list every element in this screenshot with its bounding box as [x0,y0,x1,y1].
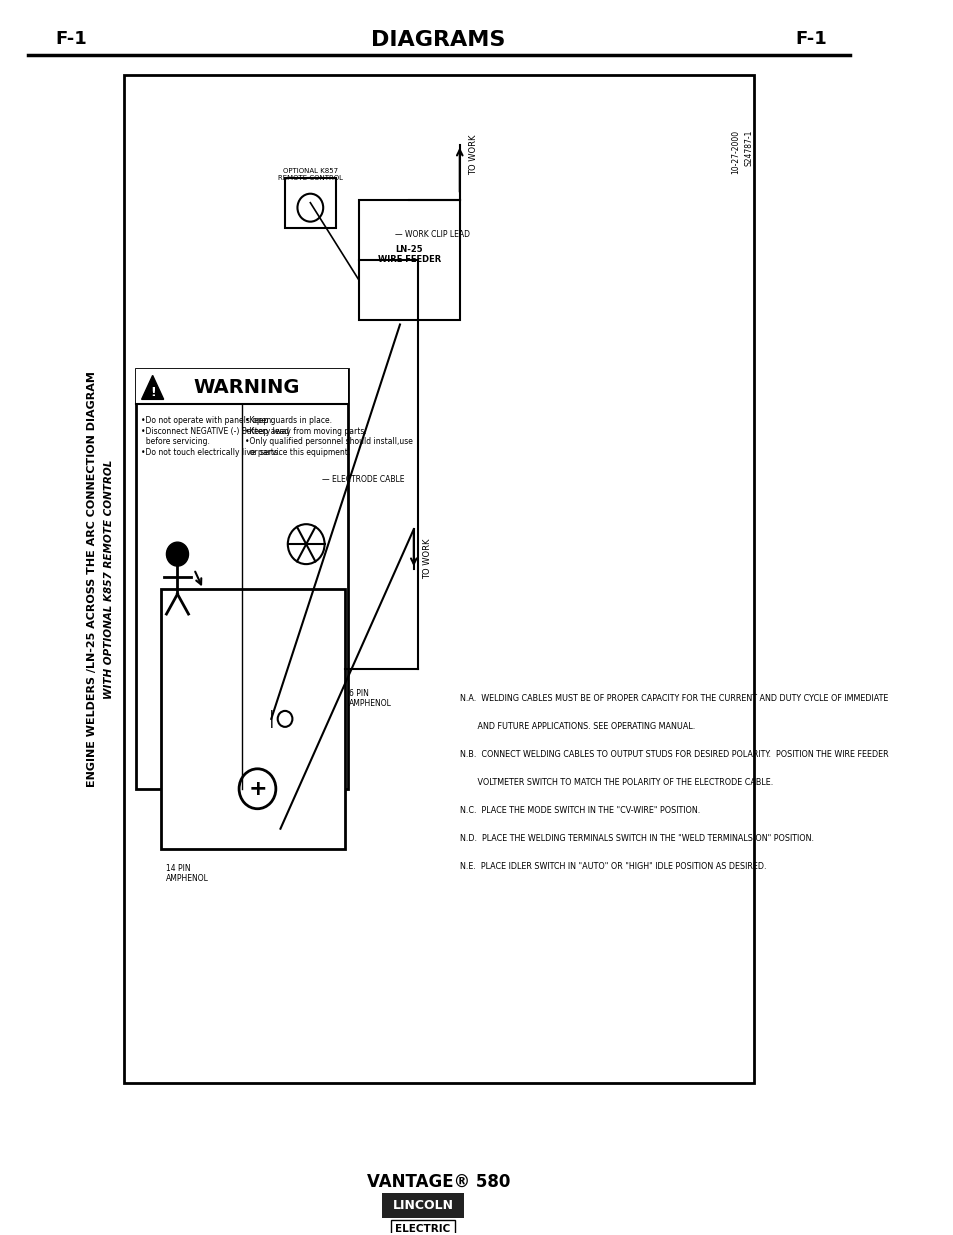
Text: — WORK CLIP LEAD: — WORK CLIP LEAD [395,230,470,240]
Text: 10-27-2000: 10-27-2000 [730,130,740,174]
Text: DIAGRAMS: DIAGRAMS [371,30,505,49]
Text: OPTIONAL K857
REMOTE CONTROL: OPTIONAL K857 REMOTE CONTROL [277,168,342,180]
Text: |: | [268,710,274,727]
Bar [136,369,347,404]
Text: F-1: F-1 [55,30,87,48]
Text: LINCOLN: LINCOLN [392,1199,453,1212]
Bar [285,178,335,227]
Bar [124,75,753,1083]
Text: !: ! [150,385,155,399]
Bar [358,200,459,320]
Text: ELECTRIC: ELECTRIC [395,1224,450,1234]
Bar [161,589,344,848]
Text: N.E.  PLACE IDLER SWITCH IN "AUTO" OR "HIGH" IDLE POSITION AS DESIRED.: N.E. PLACE IDLER SWITCH IN "AUTO" OR "HI… [459,862,765,871]
Text: VOLTMETER SWITCH TO MATCH THE POLARITY OF THE ELECTRODE CABLE.: VOLTMETER SWITCH TO MATCH THE POLARITY O… [459,778,772,787]
Text: N.C.  PLACE THE MODE SWITCH IN THE "CV-WIRE" POSITION.: N.C. PLACE THE MODE SWITCH IN THE "CV-WI… [459,805,700,815]
Text: N.A.  WELDING CABLES MUST BE OF PROPER CAPACITY FOR THE CURRENT AND DUTY CYCLE O: N.A. WELDING CABLES MUST BE OF PROPER CA… [459,694,887,703]
Text: F-1: F-1 [795,30,826,48]
Text: WITH OPTIONAL K857 REMOTE CONTROL: WITH OPTIONAL K857 REMOTE CONTROL [103,459,113,699]
Circle shape [166,542,189,566]
Text: ENGINE WELDERS /LN-25 ACROSS THE ARC CONNECTION DIAGRAM: ENGINE WELDERS /LN-25 ACROSS THE ARC CON… [87,372,97,787]
Bar [381,1193,464,1218]
Text: LN-25
WIRE FEEDER: LN-25 WIRE FEEDER [377,245,440,264]
Text: •Keep guards in place.
•Keep away from moving parts.
•Only qualified personnel s: •Keep guards in place. •Keep away from m… [244,416,412,457]
Text: VANTAGE® 580: VANTAGE® 580 [367,1173,510,1192]
Text: +: + [248,779,267,799]
Text: N.D.  PLACE THE WELDING TERMINALS SWITCH IN THE "WELD TERMINALS ON" POSITION.: N.D. PLACE THE WELDING TERMINALS SWITCH … [459,834,813,842]
Text: TO WORK: TO WORK [469,135,477,175]
Text: •Do not operate with panels open.
•Disconnect NEGATIVE (-) Battery lead
  before: •Do not operate with panels open. •Disco… [140,416,289,457]
Bar [136,369,347,789]
Text: WARNING: WARNING [193,378,299,396]
Text: 6 PIN
AMPHENOL: 6 PIN AMPHENOL [349,689,392,709]
Text: 14 PIN
AMPHENOL: 14 PIN AMPHENOL [165,863,208,883]
Bar [391,1220,455,1235]
Polygon shape [141,375,164,399]
Text: — ELECTRODE CABLE: — ELECTRODE CABLE [321,474,404,484]
Text: AND FUTURE APPLICATIONS. SEE OPERATING MANUAL.: AND FUTURE APPLICATIONS. SEE OPERATING M… [459,722,695,731]
Text: TO WORK: TO WORK [422,538,432,579]
Text: N.B.  CONNECT WELDING CABLES TO OUTPUT STUDS FOR DESIRED POLARITY.  POSITION THE: N.B. CONNECT WELDING CABLES TO OUTPUT ST… [459,750,887,758]
Text: S24787-1: S24787-1 [744,130,753,167]
